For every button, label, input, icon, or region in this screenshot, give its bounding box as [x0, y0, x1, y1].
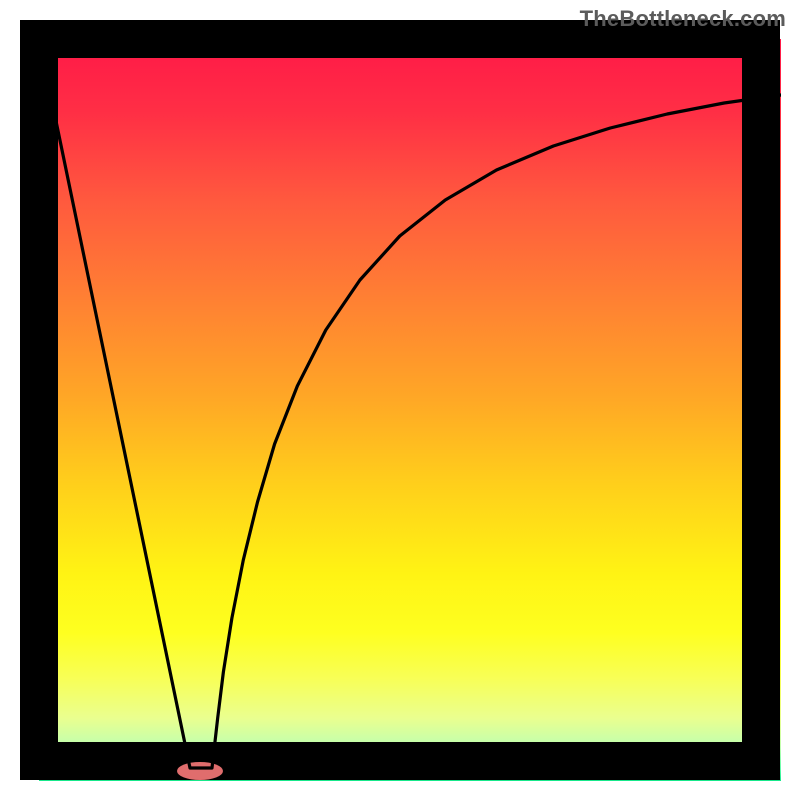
watermark-text: TheBottleneck.com: [580, 6, 786, 32]
gradient-background: [39, 39, 781, 781]
chart-canvas: [0, 0, 800, 800]
bottleneck-chart: TheBottleneck.com: [0, 0, 800, 800]
floor-marker: [177, 762, 223, 780]
